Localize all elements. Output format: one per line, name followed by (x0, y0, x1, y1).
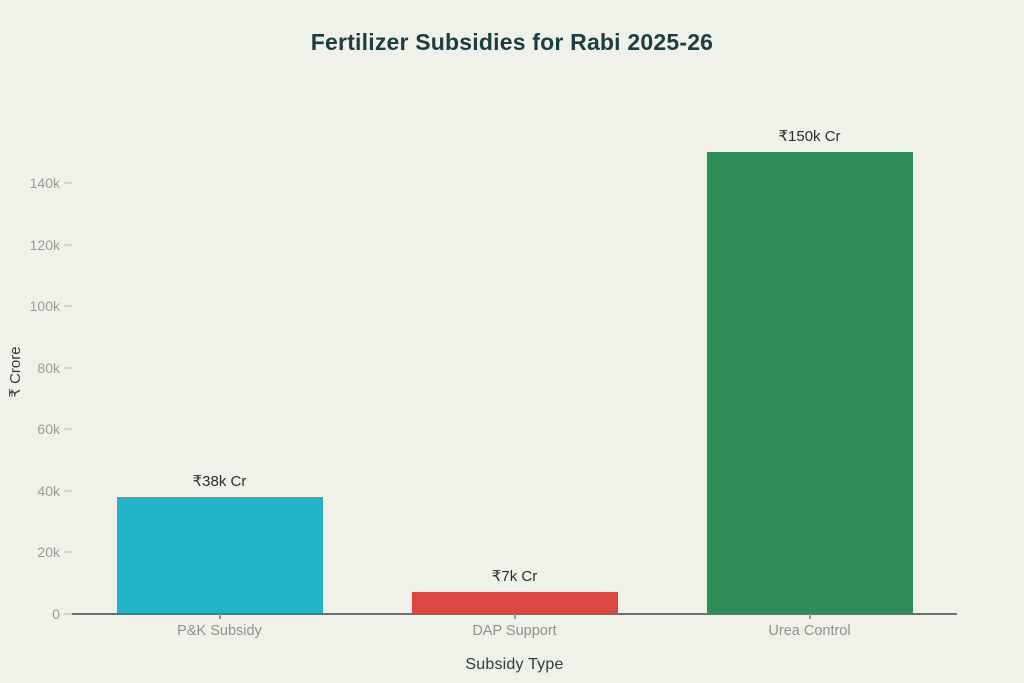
bar-value-label: ₹150k Cr (778, 128, 841, 146)
x-category-label: DAP Support (472, 623, 557, 639)
x-tick-mark (513, 614, 516, 619)
y-tick-label: 140k (29, 175, 60, 192)
x-tick-mark (808, 614, 811, 619)
y-tick-mark (64, 428, 72, 430)
bar-p-k-subsidy (116, 497, 323, 614)
y-tick-mark (64, 182, 72, 184)
bar-value-label: ₹7k Cr (491, 568, 538, 586)
y-tick-mark (64, 305, 72, 307)
plot-area: 0 20k 40k 60k 80k 100k 120k 140k ₹38k Cr ₹7k Cr ₹… (30, 100, 957, 622)
x-category-label: P&K Subsidy (177, 623, 262, 639)
bar-urea-control (706, 152, 913, 614)
bar-dap-support (411, 592, 618, 614)
bar-value-label: ₹38k Cr (192, 473, 247, 491)
y-tick-label: 40k (37, 482, 60, 499)
y-tick-label: 60k (37, 421, 60, 438)
x-tick-mark (218, 614, 221, 619)
y-tick-label: 0 (52, 606, 60, 622)
y-tick-label: 100k (29, 298, 60, 315)
y-tick-mark (64, 367, 72, 369)
y-tick-label: 80k (37, 359, 60, 376)
y-tick-mark (64, 244, 72, 246)
x-axis-title: Subsidy Type (465, 656, 564, 673)
y-tick-mark (64, 490, 72, 492)
y-tick-mark (64, 551, 72, 553)
chart-title: Fertilizer Subsidies for Rabi 2025-26 (310, 29, 714, 55)
y-tick-label: 20k (37, 544, 60, 561)
y-tick-mark (64, 613, 72, 615)
y-tick-label: 120k (29, 236, 60, 253)
x-category-label: Urea Control (768, 623, 851, 639)
